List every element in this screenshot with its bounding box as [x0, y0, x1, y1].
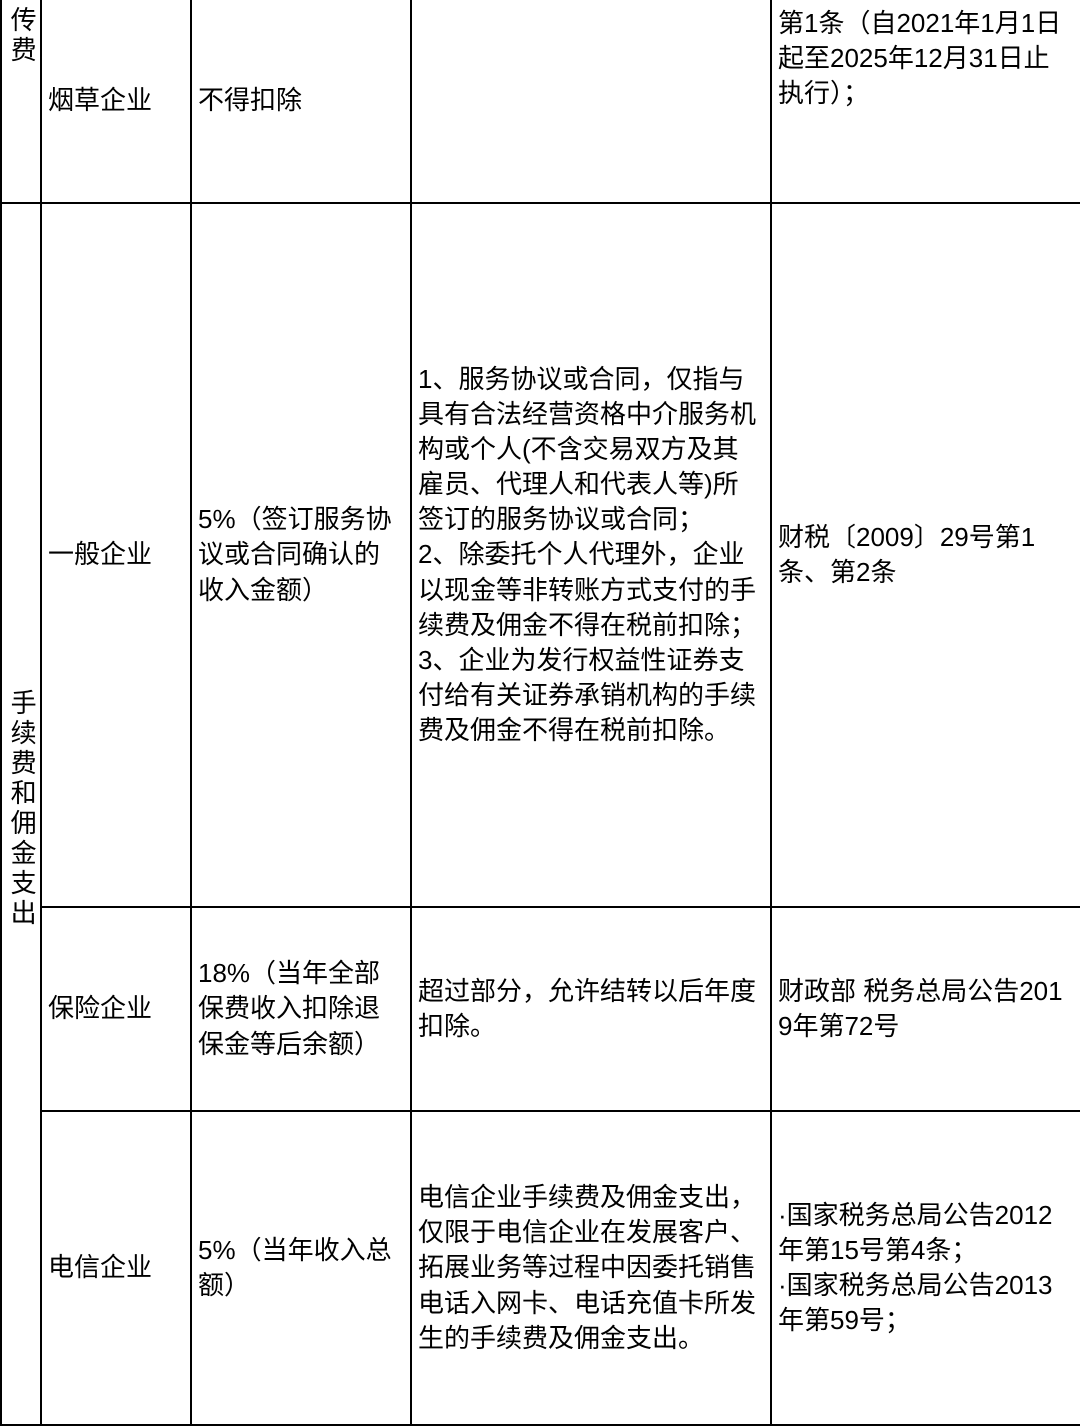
category-cell-1: 传费	[1, 0, 41, 203]
rate-cell: 5%（当年收入总额）	[191, 1111, 411, 1425]
rate-cell: 18%（当年全部保费收入扣除退保金等后余额）	[191, 907, 411, 1111]
entity-cell: 电信企业	[41, 1111, 191, 1425]
table-row: 电信企业 5%（当年收入总额） 电信企业手续费及佣金支出，仅限于电信企业在发展客…	[1, 1111, 1080, 1425]
basis-cell: 第1条（自2021年1月1日起至2025年12月31日止执行）；	[771, 0, 1080, 203]
note-cell: 电信企业手续费及佣金支出，仅限于电信企业在发展客户、拓展业务等过程中因委托销售电…	[411, 1111, 771, 1425]
entity-cell: 保险企业	[41, 907, 191, 1111]
note-cell: 1、服务协议或合同，仅指与具有合法经营资格中介服务机构或个人(不含交易双方及其雇…	[411, 203, 771, 907]
table-row: 手续费和佣金支出 一般企业 5%（签订服务协议或合同确认的收入金额） 1、服务协…	[1, 203, 1080, 907]
basis-cell: 财政部 税务总局公告2019年第72号	[771, 907, 1080, 1111]
basis-cell: 财税〔2009〕29号第1条、第2条	[771, 203, 1080, 907]
table-row: 保险企业 18%（当年全部保费收入扣除退保金等后余额） 超过部分，允许结转以后年…	[1, 907, 1080, 1111]
rate-cell: 不得扣除	[191, 0, 411, 203]
note-cell: 超过部分，允许结转以后年度扣除。	[411, 907, 771, 1111]
entity-cell: 一般企业	[41, 203, 191, 907]
category-label: 传费	[4, 6, 39, 66]
category-label: 手续费和佣金支出	[4, 689, 39, 929]
note-cell	[411, 0, 771, 203]
deduction-table: 传费 烟草企业 不得扣除 第1条（自2021年1月1日起至2025年12月31日…	[0, 0, 1080, 1426]
entity-cell: 烟草企业	[41, 0, 191, 203]
rate-cell: 5%（签订服务协议或合同确认的收入金额）	[191, 203, 411, 907]
table-row: 传费 烟草企业 不得扣除 第1条（自2021年1月1日起至2025年12月31日…	[1, 0, 1080, 203]
category-cell-2: 手续费和佣金支出	[1, 203, 41, 1425]
basis-cell: ·国家税务总局公告2012年第15号第4条；·国家税务总局公告2013年第59号…	[771, 1111, 1080, 1425]
